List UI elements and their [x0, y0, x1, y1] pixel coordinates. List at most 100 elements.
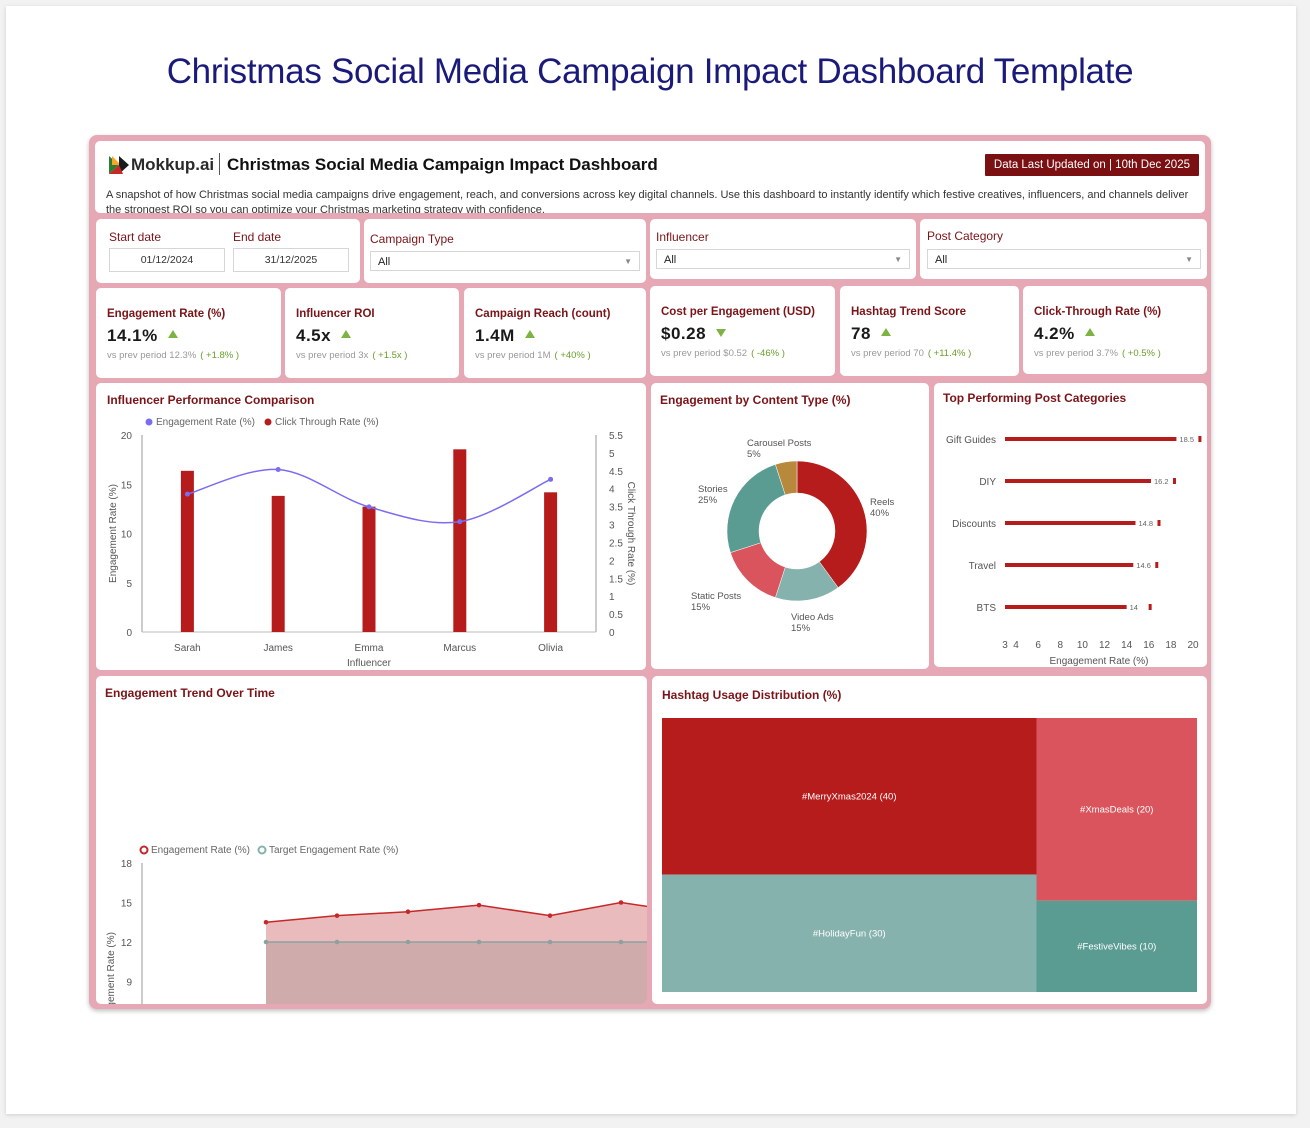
bar-ctr: [362, 506, 376, 632]
category-bar-cap: [1172, 478, 1176, 484]
y-axis-label: Engagement Rate (%): [106, 932, 117, 1004]
header-card: Mokkup.ai Christmas Social Media Campaig…: [95, 141, 1205, 213]
content-type-card: Engagement by Content Type (%) Reels 40% V…: [651, 383, 929, 669]
end-date-input[interactable]: 31/12/2025: [233, 248, 349, 272]
x-tick-label: 14: [1121, 640, 1133, 651]
kpi-comparison: vs prev period $0.52( -46% ): [661, 348, 785, 359]
bar-ctr: [544, 492, 558, 632]
slice-label: Reels: [870, 497, 895, 508]
kpi-prev-text: vs prev period 3.7%: [1034, 348, 1118, 359]
kpi-card-influencer-roi: Influencer ROI 4.5x vs prev period 3x( +…: [285, 288, 459, 378]
slice-label: Video Ads: [791, 612, 834, 623]
kpi-prev-text: vs prev period 3x: [296, 350, 369, 361]
point-engagement: [618, 900, 624, 905]
point-engagement: [275, 466, 281, 472]
page-title: Christmas Social Media Campaign Impact D…: [166, 52, 1134, 91]
bar-value-label: 16.2: [1154, 477, 1169, 486]
slice-pct: 40%: [870, 508, 890, 519]
category-bar: [1005, 479, 1151, 483]
kpi-prev-text: vs prev period 12.3%: [107, 350, 197, 361]
kpi-value: $0.28: [661, 324, 727, 344]
kpi-card-hashtag-trend: Hashtag Trend Score 78 vs prev period 70…: [840, 286, 1019, 376]
point-engagement: [547, 913, 553, 918]
point-engagement: [366, 504, 372, 510]
legend-marker-engagement: [139, 845, 149, 855]
kpi-change: ( +1.8% ): [200, 350, 240, 361]
chart-title: Engagement Trend Over Time: [105, 686, 275, 700]
kpi-value-text: 14.1%: [107, 326, 158, 345]
point-target: [547, 939, 553, 945]
hashtag-distribution-card: Hashtag Usage Distribution (%) #MerryXma…: [652, 676, 1207, 1004]
slice-pct: 15%: [691, 602, 711, 613]
kpi-card-campaign-reach: Campaign Reach (count) 1.4M vs prev peri…: [464, 288, 646, 378]
kpi-prev-text: vs prev period 70: [851, 348, 924, 359]
y-tick-label: 20: [121, 431, 133, 442]
treemap-label: #HolidayFun (30): [813, 928, 886, 939]
point-target: [405, 939, 411, 945]
treemap-tile: [1036, 718, 1197, 901]
post-category-select[interactable]: All ▼: [927, 249, 1201, 269]
kpi-value: 1.4M: [475, 326, 535, 346]
bar-value-label: 14: [1130, 603, 1138, 612]
x-tick-label: Emma: [355, 643, 384, 654]
kpi-label: Campaign Reach (count): [475, 308, 611, 320]
category-label: Discounts: [952, 519, 996, 530]
last-updated-badge: Data Last Updated on | 10th Dec 2025: [984, 154, 1199, 176]
point-target: [263, 939, 269, 945]
donut-slice: [796, 460, 868, 588]
kpi-change: ( +40% ): [554, 350, 591, 361]
point-engagement: [334, 913, 340, 918]
x-tick-label: 10: [1077, 640, 1089, 651]
category-label: Gift Guides: [946, 435, 996, 446]
y-tick-label: 0: [126, 628, 132, 639]
x-tick-label: James: [263, 643, 292, 654]
y2-tick-label: 0: [609, 628, 615, 639]
campaign-type-select[interactable]: All ▼: [370, 251, 640, 271]
influencer-select[interactable]: All ▼: [656, 249, 910, 269]
chevron-down-icon: ▼: [1185, 255, 1193, 264]
y2-tick-label: 4.5: [609, 467, 623, 478]
y-tick-label: 9: [126, 978, 132, 989]
kpi-value-text: 1.4M: [475, 326, 515, 345]
kpi-value: 14.1%: [107, 326, 178, 346]
point-engagement: [476, 902, 482, 908]
trend-up-icon: [167, 330, 178, 338]
x-tick-label: 3: [1002, 640, 1008, 651]
legend-marker-ctr: [264, 418, 272, 426]
x-tick-label: 6: [1035, 640, 1041, 651]
kpi-label: Engagement Rate (%): [107, 308, 226, 320]
influencer-value: All: [664, 254, 677, 266]
header-divider: [219, 153, 220, 175]
kpi-card-engagement-rate: Engagement Rate (%) 14.1% vs prev period…: [96, 288, 281, 378]
kpi-card-cost-per-engagement: Cost per Engagement (USD) $0.28 vs prev …: [650, 286, 835, 376]
dashboard-description: A snapshot of how Christmas social media…: [106, 189, 1189, 213]
treemap-tile: [662, 718, 1037, 875]
legend-marker-target: [257, 845, 267, 855]
y2-tick-label: 5.5: [609, 431, 623, 442]
legend-label-engagement: Engagement Rate (%): [151, 845, 250, 856]
area-target: [266, 942, 647, 1004]
kpi-label: Cost per Engagement (USD): [661, 306, 815, 318]
y2-tick-label: 4: [609, 485, 615, 496]
end-date-label: End date: [233, 230, 282, 244]
y-tick-label: 5: [126, 579, 132, 590]
kpi-card-click-through: Click-Through Rate (%) 4.2% vs prev peri…: [1023, 286, 1207, 374]
point-target: [334, 939, 340, 945]
hashtag-treemap-chart: #MerryXmas2024 (40) #HolidayFun (30) #Xmas…: [662, 718, 1197, 992]
kpi-change: ( +11.4% ): [927, 348, 972, 359]
y2-tick-label: 0.5: [609, 610, 623, 621]
trend-up-icon: [524, 330, 535, 338]
donut-slice: [726, 464, 786, 553]
post-categories-chart: Gift Guides 18.5 DIY 16.2 Discounts 14.8 Trave…: [946, 435, 1202, 667]
kpi-value: 78: [851, 324, 891, 344]
y2-tick-label: 1: [609, 592, 615, 603]
chevron-down-icon: ▼: [624, 257, 632, 266]
x-tick-label: 16: [1143, 640, 1155, 651]
post-categories-card: Top Performing Post Categories Gift Guid…: [934, 383, 1207, 667]
chart-title: Hashtag Usage Distribution (%): [662, 688, 842, 702]
kpi-comparison: vs prev period 12.3%( +1.8% ): [107, 350, 239, 361]
start-date-input[interactable]: 01/12/2024: [109, 248, 225, 272]
category-bar: [1005, 437, 1177, 441]
kpi-value-text: 78: [851, 324, 871, 343]
x-tick-label: Marcus: [443, 643, 476, 654]
